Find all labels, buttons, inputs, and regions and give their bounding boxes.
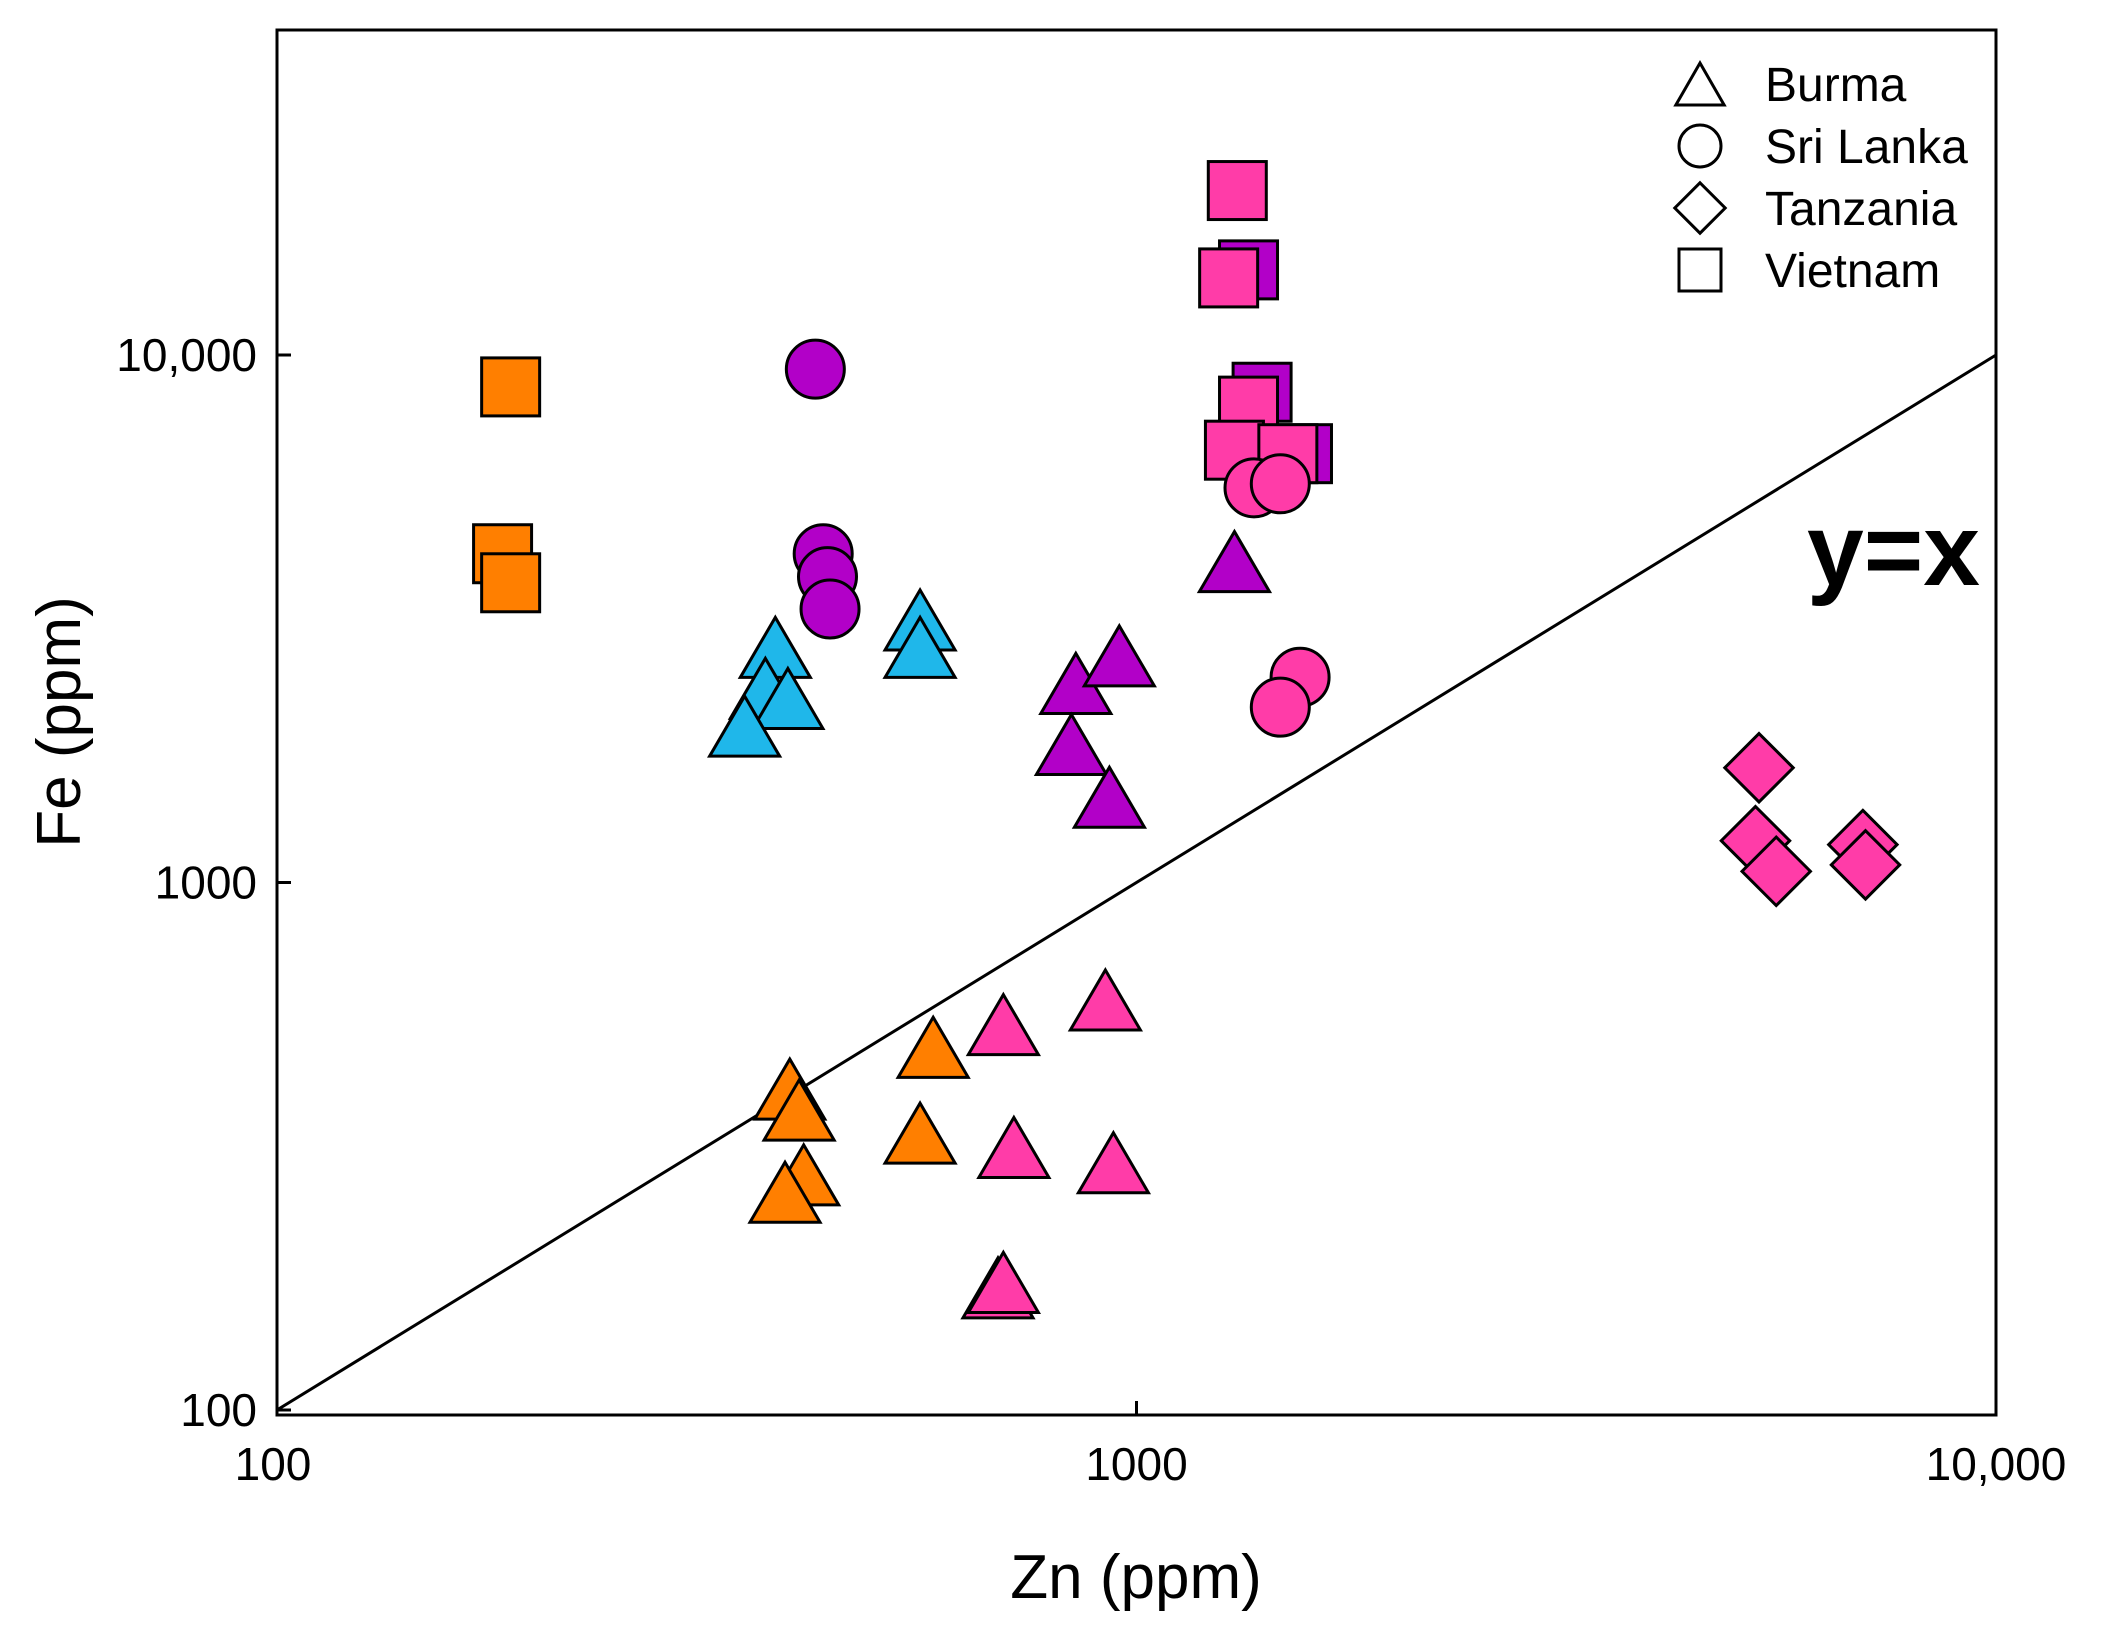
legend-diamond-icon — [1672, 180, 1728, 236]
x-tick-label: 100 — [235, 1438, 312, 1490]
data-point-burma — [706, 693, 783, 758]
data-point-sri-lanka — [799, 578, 861, 640]
data-point-burma — [750, 665, 826, 731]
data-point-vietnam — [1206, 160, 1268, 222]
data-point-burma — [882, 1100, 958, 1165]
data-point-burma — [1071, 764, 1148, 829]
data-point-burma — [1067, 967, 1144, 1032]
legend-label: Sri Lanka — [1765, 121, 1968, 174]
legend-circle-icon — [1677, 123, 1723, 169]
data-point-burma — [1196, 528, 1273, 594]
legend-entry: Tanzania — [1672, 180, 1957, 236]
data-point-sri-lanka — [784, 338, 846, 400]
x-axis-title: Zn (ppm) — [1010, 1543, 1261, 1612]
data-point-tanzania — [1739, 834, 1813, 908]
data-point-sri-lanka — [1249, 453, 1311, 515]
legend-square-icon — [1677, 247, 1723, 293]
legend-label: Vietnam — [1765, 245, 1940, 298]
reference-line-y-equals-x — [277, 353, 1996, 1412]
data-point-burma — [1075, 1129, 1152, 1195]
y-tick-label: 10,000 — [116, 329, 257, 381]
legend-entry: Vietnam — [1677, 245, 1940, 298]
data-point-vietnam — [480, 552, 542, 614]
data-point-sri-lanka — [1249, 676, 1311, 738]
data-point-burma — [965, 991, 1041, 1057]
legend-triangle-icon — [1673, 59, 1727, 107]
data-point-burma — [965, 1249, 1041, 1314]
data-point-tanzania — [1722, 731, 1796, 805]
reference-line-label: y=x — [1807, 493, 1980, 607]
data-point-burma — [1081, 622, 1157, 688]
x-tick-label: 1000 — [1085, 1438, 1187, 1490]
data-point-burma — [747, 1159, 823, 1224]
data-point-vietnam — [1198, 247, 1260, 309]
y-tick-label: 1000 — [155, 857, 257, 909]
x-tick-label: 10,000 — [1926, 1438, 2067, 1490]
plot-frame — [275, 28, 1998, 1417]
data-point-burma — [895, 1014, 971, 1079]
legend-entry: Sri Lanka — [1677, 121, 1968, 174]
data-point-burma — [882, 614, 958, 679]
data-point-burma — [737, 614, 813, 679]
legend: Burma Sri Lanka Tanzania Vietnam — [1672, 59, 1968, 298]
data-point-burma — [1033, 711, 1110, 777]
legend-entry: Burma — [1673, 59, 1907, 112]
y-axis-title: Fe (ppm) — [25, 596, 94, 847]
data-point-vietnam — [480, 356, 542, 418]
legend-label: Tanzania — [1765, 183, 1957, 236]
y-tick-label: 100 — [180, 1384, 257, 1436]
legend-label: Burma — [1765, 59, 1907, 112]
data-point-burma — [976, 1114, 1052, 1179]
data-point-tanzania — [1829, 828, 1902, 902]
data-point-burma — [761, 1077, 837, 1142]
